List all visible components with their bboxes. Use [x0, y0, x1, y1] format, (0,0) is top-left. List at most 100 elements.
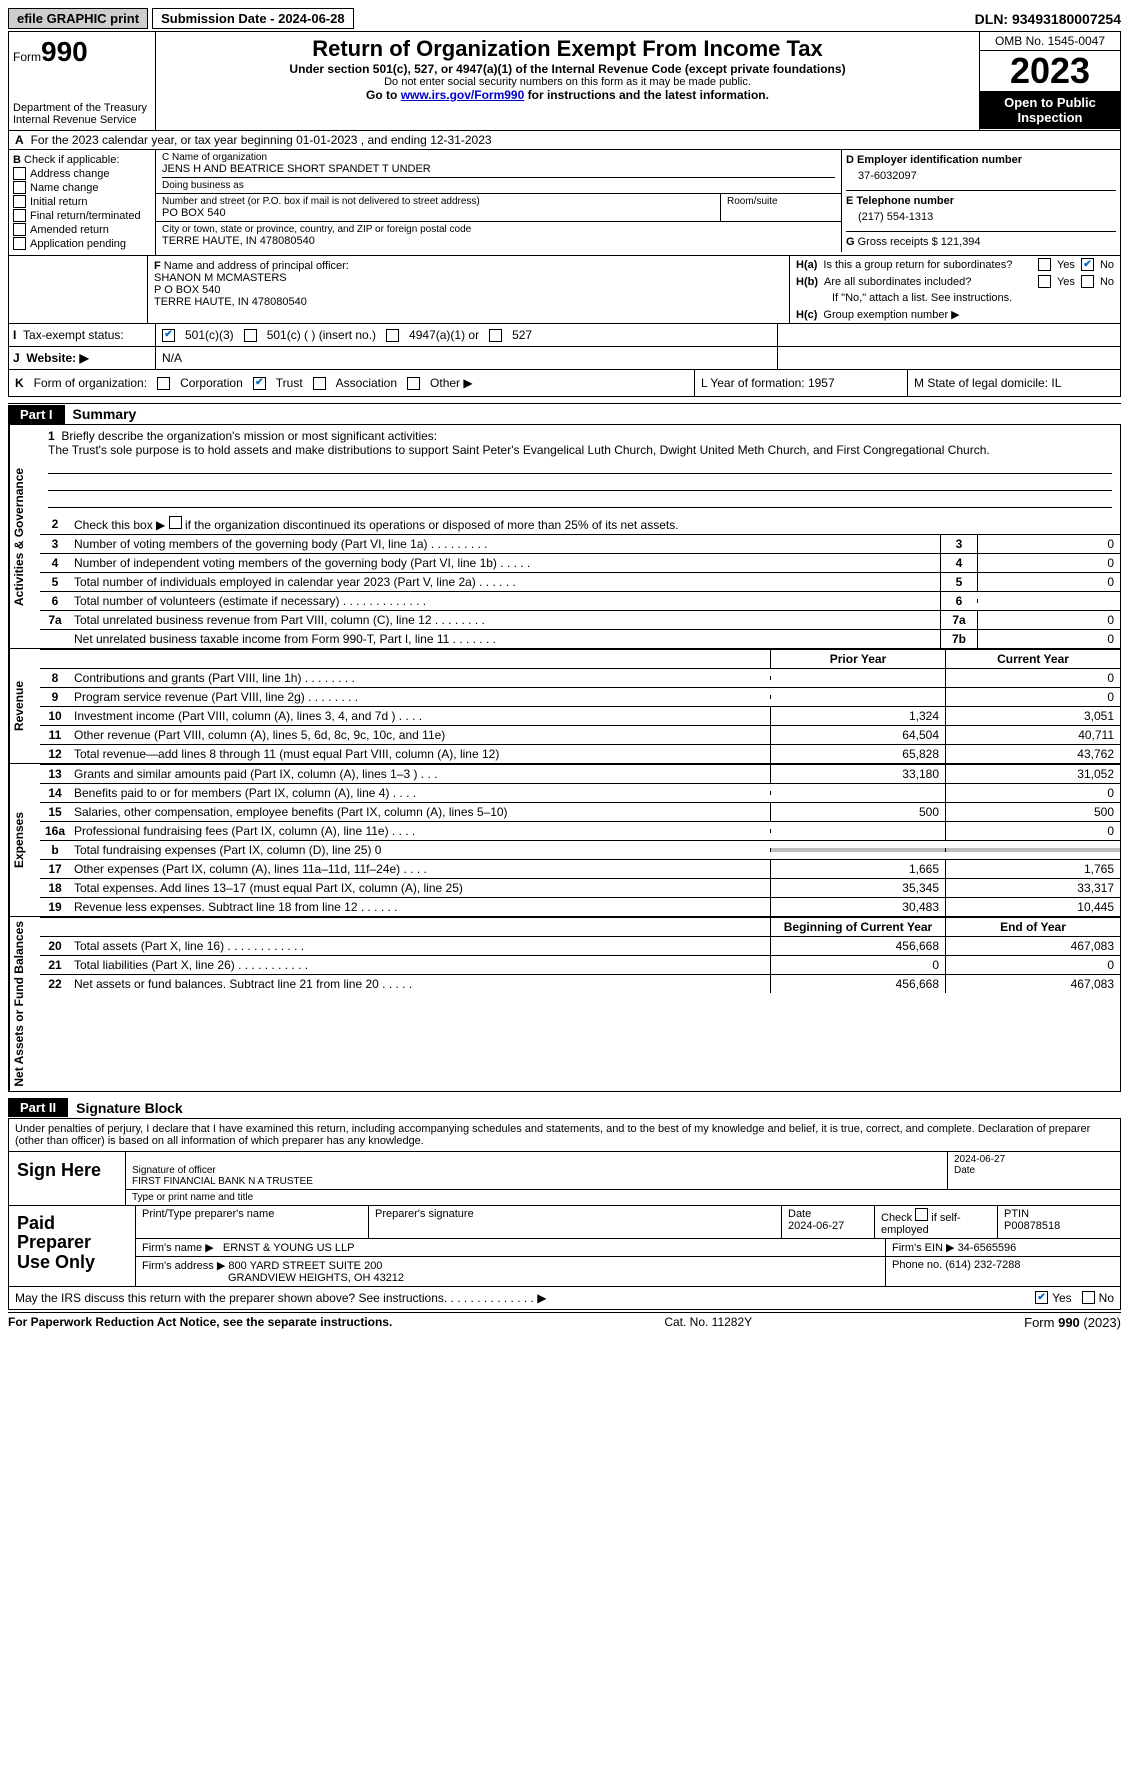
- chk-amended[interactable]: [13, 223, 26, 236]
- prior-value: 33,180: [770, 765, 945, 783]
- ha-no[interactable]: ✔: [1081, 258, 1094, 271]
- curr-value: 40,711: [945, 726, 1120, 744]
- hb-no[interactable]: [1081, 275, 1094, 288]
- firm-phone: (614) 232-7288: [945, 1259, 1020, 1271]
- chk-name[interactable]: [13, 181, 26, 194]
- prior-value: 1,324: [770, 707, 945, 725]
- mission-text: The Trust's sole purpose is to hold asse…: [48, 443, 990, 457]
- firm-addr1: 800 YARD STREET SUITE 200: [228, 1260, 382, 1272]
- prior-value: 35,345: [770, 879, 945, 897]
- sig-declaration: Under penalties of perjury, I declare th…: [9, 1119, 1120, 1152]
- gov-line: 3 Number of voting members of the govern…: [40, 534, 1120, 553]
- part-ii-header: Part II Signature Block: [8, 1098, 1121, 1118]
- data-line: 13 Grants and similar amounts paid (Part…: [40, 764, 1120, 783]
- data-line: 11 Other revenue (Part VIII, column (A),…: [40, 725, 1120, 744]
- prior-value: [770, 848, 945, 852]
- prior-value: [770, 829, 945, 833]
- gov-line: 4 Number of independent voting members o…: [40, 553, 1120, 572]
- form-word: Form: [13, 50, 41, 64]
- data-line: 17 Other expenses (Part IX, column (A), …: [40, 859, 1120, 878]
- gov-line: 6 Total number of volunteers (estimate i…: [40, 591, 1120, 610]
- prior-value: 456,668: [770, 975, 945, 993]
- goto-pre: Go to: [366, 88, 401, 102]
- efile-print-button[interactable]: efile GRAPHIC print: [8, 8, 148, 29]
- chk-discontinued[interactable]: [169, 516, 182, 529]
- prior-value: [770, 676, 945, 680]
- chk-trust[interactable]: ✔: [253, 377, 266, 390]
- chk-527[interactable]: [489, 329, 502, 342]
- curr-value: 500: [945, 803, 1120, 821]
- prep-date: 2024-06-27: [788, 1220, 868, 1232]
- chk-4947[interactable]: [386, 329, 399, 342]
- vlabel-net: Net Assets or Fund Balances: [9, 917, 40, 1091]
- section-net-assets: Net Assets or Fund Balances Beginning of…: [8, 917, 1121, 1092]
- chk-address[interactable]: [13, 167, 26, 180]
- chk-assoc[interactable]: [313, 377, 326, 390]
- gov-line: 5 Total number of individuals employed i…: [40, 572, 1120, 591]
- chk-501c[interactable]: [244, 329, 257, 342]
- officer-addr1: P O BOX 540: [154, 284, 220, 296]
- discuss-no[interactable]: [1082, 1291, 1095, 1304]
- curr-value: 0: [945, 784, 1120, 802]
- year-formation: L Year of formation: 1957: [694, 370, 907, 396]
- sign-here-label: Sign Here: [9, 1152, 126, 1205]
- gov-value: 0: [977, 630, 1120, 648]
- room-value: [721, 207, 841, 209]
- gov-value: 0: [977, 573, 1120, 591]
- vlabel-governance: Activities & Governance: [9, 425, 40, 648]
- signature-block: Under penalties of perjury, I declare th…: [8, 1118, 1121, 1310]
- curr-value: 33,317: [945, 879, 1120, 897]
- curr-value: 10,445: [945, 898, 1120, 916]
- chk-final[interactable]: [13, 209, 26, 222]
- data-line: 18 Total expenses. Add lines 13–17 (must…: [40, 878, 1120, 897]
- discuss-yes[interactable]: ✔: [1035, 1291, 1048, 1304]
- curr-value: 0: [945, 669, 1120, 687]
- data-line: 12 Total revenue—add lines 8 through 11 …: [40, 744, 1120, 763]
- city-value: TERRE HAUTE, IN 478080540: [156, 235, 841, 249]
- hb-yes[interactable]: [1038, 275, 1051, 288]
- ha-yes[interactable]: [1038, 258, 1051, 271]
- section-revenue: Revenue Prior Year Current Year 8 Contri…: [8, 649, 1121, 764]
- sig-date: 2024-06-27: [954, 1154, 1114, 1165]
- phone-value: (217) 554-1313: [846, 207, 1116, 231]
- data-line: 15 Salaries, other compensation, employe…: [40, 802, 1120, 821]
- room-label: Room/suite: [721, 194, 841, 207]
- open-inspection: Open to Public Inspection: [980, 91, 1120, 129]
- data-line: 20 Total assets (Part X, line 16) . . . …: [40, 936, 1120, 955]
- data-line: 21 Total liabilities (Part X, line 26) .…: [40, 955, 1120, 974]
- curr-value: [945, 848, 1120, 852]
- curr-value: 467,083: [945, 975, 1120, 993]
- chk-self-emp[interactable]: [915, 1208, 928, 1221]
- vlabel-expenses: Expenses: [9, 764, 40, 916]
- curr-value: 467,083: [945, 937, 1120, 955]
- chk-corp[interactable]: [157, 377, 170, 390]
- row-a-period: A For the 2023 calendar year, or tax yea…: [8, 131, 1121, 150]
- data-line: 22 Net assets or fund balances. Subtract…: [40, 974, 1120, 993]
- street-value: PO BOX 540: [156, 207, 720, 221]
- data-line: 10 Investment income (Part VIII, column …: [40, 706, 1120, 725]
- prior-value: [770, 791, 945, 795]
- block-bcd: B Check if applicable: Address change Na…: [8, 150, 1121, 256]
- firm-ein: 34-6565596: [958, 1242, 1017, 1254]
- officer-name: SHANON M MCMASTERS: [154, 272, 287, 284]
- tax-year: 2023: [980, 51, 1120, 91]
- discuss-row: May the IRS discuss this return with the…: [9, 1286, 1120, 1309]
- prior-value: 65,828: [770, 745, 945, 763]
- form990-link[interactable]: www.irs.gov/Form990: [401, 88, 525, 102]
- chk-other[interactable]: [407, 377, 420, 390]
- curr-value: 31,052: [945, 765, 1120, 783]
- data-line: 16a Professional fundraising fees (Part …: [40, 821, 1120, 840]
- form-subtitle-1: Under section 501(c), 527, or 4947(a)(1)…: [162, 62, 973, 76]
- box-b: B Check if applicable: Address change Na…: [9, 150, 156, 255]
- data-line: 9 Program service revenue (Part VIII, li…: [40, 687, 1120, 706]
- firm-addr2: GRANDVIEW HEIGHTS, OH 43212: [142, 1272, 404, 1284]
- form-number: 990: [41, 36, 88, 67]
- form-header: Form990 Department of the Treasury Inter…: [8, 31, 1121, 131]
- chk-initial[interactable]: [13, 195, 26, 208]
- section-expenses: Expenses 13 Grants and similar amounts p…: [8, 764, 1121, 917]
- officer-sig-name: FIRST FINANCIAL BANK N A TRUSTEE: [132, 1176, 941, 1187]
- dba-label: Doing business as: [156, 178, 841, 191]
- chk-501c3[interactable]: ✔: [162, 329, 175, 342]
- chk-pending[interactable]: [13, 237, 26, 250]
- dln-label: DLN: 93493180007254: [975, 11, 1121, 27]
